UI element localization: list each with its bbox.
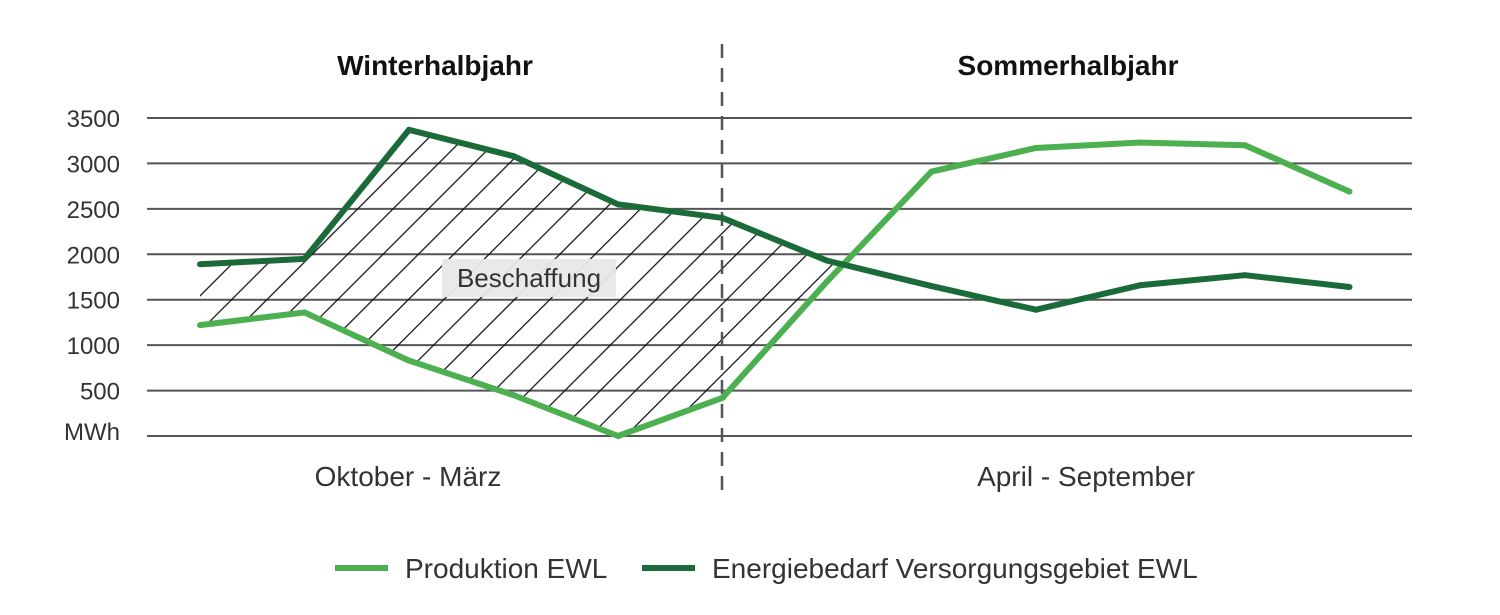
point-produktion-10: [1137, 139, 1144, 146]
y-ticks: 500 1000 1500 2000 2500 3000 3500: [67, 106, 120, 406]
series-layer: [197, 126, 1353, 439]
annotation-box: Beschaffung: [442, 259, 616, 297]
point-energiebedarf-1: [197, 261, 203, 268]
point-energiebedarf-9: [1033, 306, 1039, 313]
point-produktion-7: [824, 278, 830, 285]
legend: Produktion EWL Energiebedarf Versorgungs…: [335, 553, 1198, 584]
point-produktion-2: [301, 309, 308, 316]
point-produktion-9: [1033, 144, 1039, 151]
point-produktion-11: [1242, 142, 1248, 149]
period-label-winter: Oktober - März: [315, 461, 502, 492]
point-energiebedarf-11: [1242, 272, 1248, 279]
point-energiebedarf-12: [1346, 283, 1353, 290]
point-energiebedarf-3: [406, 126, 412, 133]
point-produktion-6: [719, 394, 726, 401]
y-tick-label-2500: 2500: [67, 197, 120, 224]
section-title-winter: Winterhalbjahr: [337, 50, 533, 81]
point-energiebedarf-2: [301, 255, 308, 262]
point-produktion-1: [197, 322, 203, 329]
point-produktion-5: [615, 433, 621, 439]
point-produktion-12: [1346, 188, 1353, 195]
period-label-summer: April - September: [977, 461, 1195, 492]
y-tick-label-3000: 3000: [67, 151, 120, 178]
y-tick-label-1500: 1500: [67, 288, 120, 315]
point-energiebedarf-6: [719, 214, 726, 221]
legend-label-produktion: Produktion EWL: [405, 553, 607, 584]
y-tick-label-1000: 1000: [67, 333, 120, 360]
y-tick-label-2000: 2000: [67, 242, 120, 269]
point-energiebedarf-5: [615, 201, 621, 208]
point-produktion-8: [928, 168, 935, 175]
series-line-produktion: [199, 139, 1351, 439]
point-produktion-4: [510, 392, 517, 399]
legend-label-energiebedarf: Energiebedarf Versorgungsgebiet EWL: [712, 553, 1198, 584]
y-tick-label-500: 500: [80, 379, 120, 406]
point-energiebedarf-4: [510, 153, 517, 160]
section-title-summer: Sommerhalbjahr: [958, 50, 1179, 81]
point-energiebedarf-10: [1137, 282, 1144, 289]
series-line-energiebedarf: [199, 126, 1350, 313]
point-energiebedarf-8: [928, 283, 935, 290]
annotation-label: Beschaffung: [457, 263, 601, 293]
point-energiebedarf-7: [824, 257, 830, 264]
y-tick-label-3500: 3500: [67, 106, 120, 133]
y-axis-unit-label: MWh: [64, 419, 120, 446]
point-produktion-3: [406, 357, 412, 364]
